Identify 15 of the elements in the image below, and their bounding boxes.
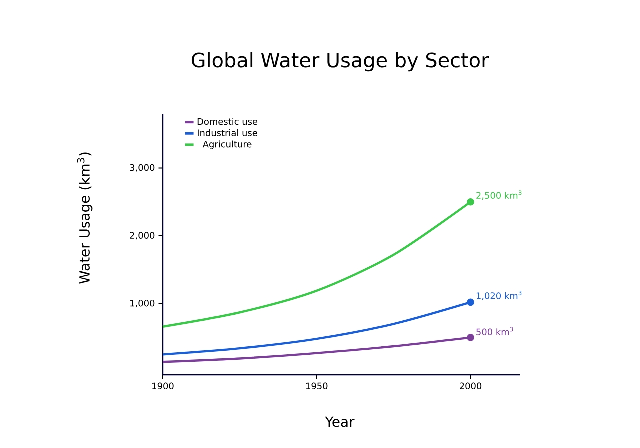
x-axis-title: Year [325, 416, 355, 428]
chart-title: Global Water Usage by Sector [192, 52, 490, 72]
y-axis-title: Water Usage (km$^{3}$) [77, 152, 93, 284]
legend-label: Domestic use [198, 118, 258, 126]
y-tick-label: 1,000 [130, 300, 155, 308]
legend-label: Agriculture [202, 140, 252, 150]
data-label: 500 km$^{3}$ [476, 327, 514, 336]
y-tick-label: 3,000 [130, 164, 155, 172]
x-tick-label: 1900 [152, 382, 174, 390]
data-label: 2,500 km$^{3}$ [476, 190, 522, 200]
y-tick-label: 2,000 [130, 232, 155, 240]
x-tick-label: 1950 [306, 382, 328, 390]
x-tick-label: 2000 [460, 382, 482, 390]
legend-label: Industrial use [198, 129, 258, 136]
data-label: 1,020 km$^{3}$ [476, 290, 522, 300]
